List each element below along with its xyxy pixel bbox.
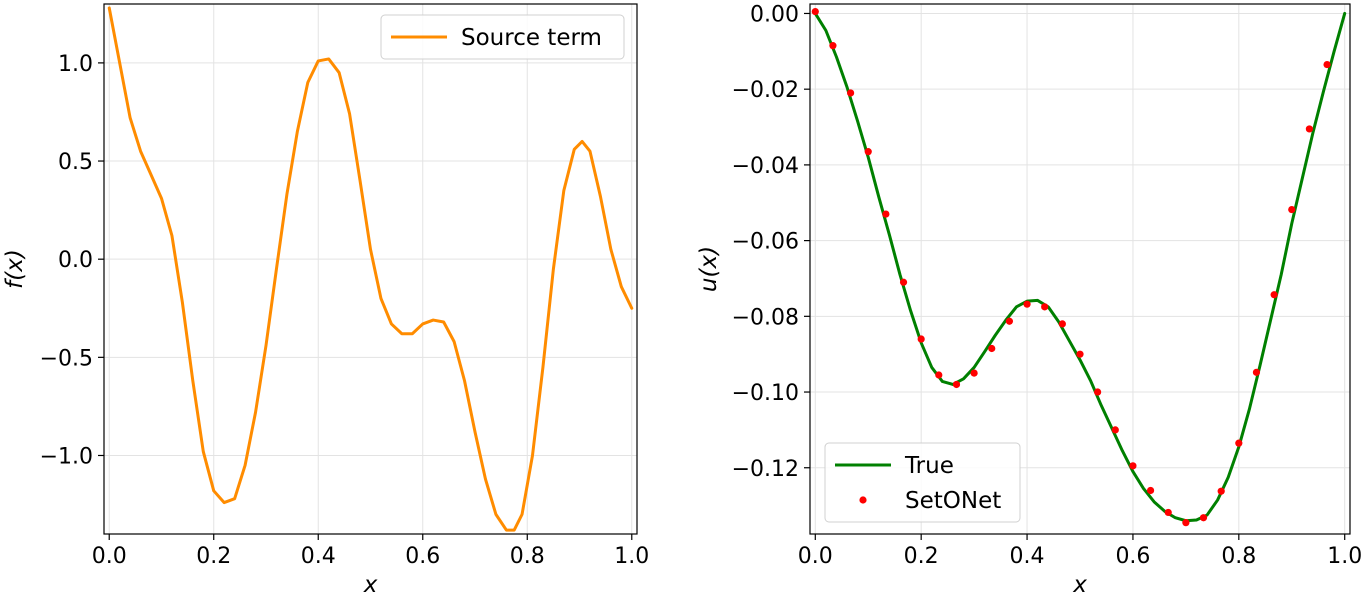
- data-point-setonet: [935, 371, 943, 379]
- y-tick-label: 0.5: [58, 150, 93, 175]
- legend-label: SetONet: [905, 488, 1001, 514]
- data-point-setonet: [952, 380, 961, 389]
- x-axis-label: x: [1072, 572, 1087, 598]
- y-tick-label: −0.5: [40, 346, 93, 371]
- data-point-setonet: [1182, 519, 1190, 527]
- x-tick-label: 0.2: [904, 544, 939, 569]
- data-point-setonet: [917, 335, 925, 343]
- data-point-setonet: [1164, 508, 1172, 517]
- data-point-setonet: [1076, 350, 1084, 358]
- data-point-setonet: [847, 89, 855, 97]
- x-tick-label: 0.2: [196, 544, 231, 569]
- x-tick-label: 0.8: [1221, 544, 1256, 569]
- data-point-setonet: [1199, 514, 1208, 522]
- plot-frame: [103, 3, 638, 535]
- data-point-setonet: [1041, 303, 1049, 311]
- x-tick-label: 0.6: [405, 544, 440, 569]
- x-tick-label: 0.8: [510, 544, 545, 569]
- x-tick-label: 0.0: [798, 544, 833, 569]
- legend-swatch-setonet: [859, 496, 867, 504]
- y-tick-label: −0.02: [732, 78, 799, 103]
- series-line-source-term: [107, 6, 634, 532]
- y-axis-label: f(x): [2, 249, 28, 289]
- data-point-setonet: [970, 369, 978, 377]
- data-point-setonet: [1252, 368, 1261, 376]
- y-tick-label: −0.10: [732, 381, 799, 406]
- y-tick-label: −0.08: [732, 305, 799, 330]
- data-point-setonet: [1323, 60, 1331, 69]
- data-point-setonet: [1129, 462, 1137, 470]
- series-line-true: [813, 11, 1347, 523]
- data-point-setonet: [811, 7, 819, 16]
- chart-panel-2: 0.0 0.2 0.4 0.6 0.8 1.0 0.00 −0.02 −0.04 −0.06 −0.…: [696, 2, 1362, 598]
- x-tick-label: 1.0: [614, 544, 649, 569]
- x-tick-label: 0.4: [301, 544, 336, 569]
- data-point-setonet: [829, 42, 837, 50]
- data-point-setonet: [1305, 125, 1313, 133]
- data-point-setonet: [1217, 487, 1225, 495]
- y-tick-label: 0.0: [58, 248, 93, 273]
- x-tick-label: 1.0: [1327, 544, 1362, 569]
- y-tick-label: −1.0: [40, 444, 93, 469]
- data-point-setonet: [1288, 205, 1296, 214]
- data-point-setonet: [1058, 320, 1066, 328]
- data-point-setonet: [1235, 439, 1243, 447]
- plot-frame: [809, 3, 1351, 535]
- data-point-setonet: [899, 278, 908, 286]
- legend-box: [380, 14, 625, 60]
- data-point-setonet: [882, 210, 890, 218]
- legend-box: [824, 442, 1021, 523]
- x-tick-label: 0.4: [1010, 544, 1045, 569]
- legend: True SetONet: [824, 442, 1021, 523]
- x-tick-label: 0.0: [92, 544, 127, 569]
- y-tick-label: 1.0: [58, 52, 93, 77]
- chart-panel-1: 0.0 0.2 0.4 0.6 0.8 1.0 −1.0 −0.5 0.0 0.5 1.0 x f(x)…: [2, 3, 649, 598]
- data-point-setonet: [1094, 388, 1102, 396]
- data-point-setonet: [988, 344, 996, 353]
- legend-label: True: [904, 453, 954, 479]
- plot-area: [107, 6, 634, 532]
- data-point-setonet: [1111, 426, 1119, 434]
- data-point-setonet: [1005, 317, 1014, 325]
- y-tick-label: −0.12: [732, 457, 799, 482]
- x-tick-label: 0.6: [1115, 544, 1150, 569]
- y-tick-label: −0.06: [732, 230, 799, 255]
- legend-label: Source term: [461, 25, 602, 51]
- y-tick-label: −0.04: [732, 154, 799, 179]
- x-axis-label: x: [363, 572, 378, 598]
- data-point-setonet: [1146, 486, 1155, 495]
- legend: Source term: [380, 14, 625, 60]
- data-point-setonet: [864, 148, 872, 156]
- data-point-setonet: [1023, 300, 1031, 308]
- data-point-setonet: [1270, 291, 1278, 299]
- y-tick-label: 0.00: [750, 2, 799, 27]
- y-axis-label: u(x): [696, 246, 722, 292]
- plot-area: [811, 7, 1347, 527]
